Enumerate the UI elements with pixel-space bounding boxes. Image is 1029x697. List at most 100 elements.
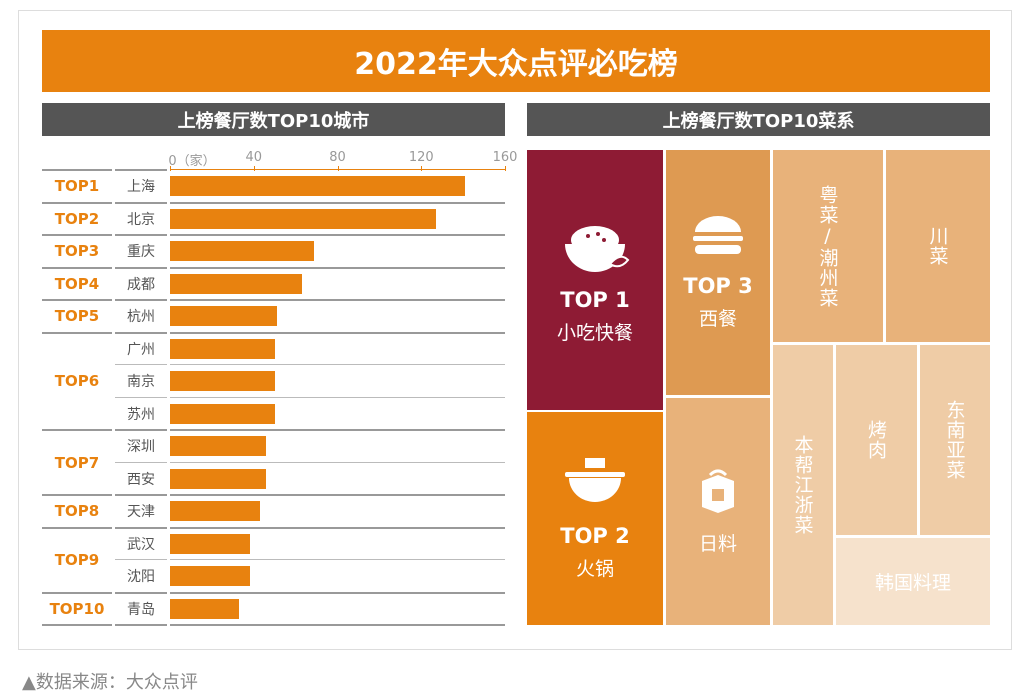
city-label: 沈阳: [127, 569, 155, 586]
infographic-frame: [18, 10, 1012, 650]
city-label: 成都: [127, 276, 155, 293]
group-divider: [42, 234, 112, 236]
rank-label: TOP7: [54, 453, 100, 472]
bar: [170, 598, 240, 619]
rank-label: TOP 3: [683, 274, 753, 298]
rank-label: TOP 2: [560, 524, 630, 548]
axis-tick-mark: [253, 166, 255, 171]
cuisine-name: 韩国料理: [874, 572, 951, 594]
axis-tick-label: 40: [245, 150, 263, 165]
row-divider: [170, 234, 505, 236]
row-divider: [170, 624, 505, 626]
axis-tick-mark: [170, 166, 171, 171]
row-divider: [170, 591, 505, 594]
group-divider: [42, 429, 112, 431]
row-divider: [115, 559, 167, 560]
rank-label: TOP5: [54, 307, 100, 326]
group-divider: [42, 591, 112, 594]
row-divider: [115, 299, 167, 301]
sushi-icon: [702, 469, 734, 513]
row-divider: [115, 461, 167, 463]
treemap-cell-sichuan: 川菜: [886, 150, 990, 342]
bar: [170, 468, 267, 489]
cuisine-name: 烤肉: [865, 420, 887, 460]
rank-label: TOP6: [54, 372, 100, 391]
axis-tick-label: 120: [408, 150, 434, 165]
axis-tick-label: 160: [492, 150, 518, 165]
bar: [170, 273, 302, 294]
axis-tick-mark: [337, 166, 339, 171]
bar: [170, 533, 250, 554]
axis-tick-label: 0（家）: [168, 154, 216, 169]
row-divider: [115, 266, 167, 269]
city-label: 青岛: [127, 601, 155, 618]
city-label: 上海: [127, 179, 155, 196]
rank-label: TOP9: [54, 551, 100, 569]
city-label: 天津: [127, 504, 155, 521]
hotpot-icon: [565, 458, 625, 502]
bar: [170, 371, 275, 391]
treemap-cell-jiangzhe: 本帮江浙菜: [773, 345, 833, 625]
bar: [170, 566, 250, 586]
treemap-cell-top3: TOP 3 西餐: [666, 150, 770, 395]
group-divider: [115, 169, 167, 171]
cuisine-name: 日料: [698, 533, 737, 555]
group-divider: [42, 201, 112, 204]
city-label: 广州: [127, 341, 155, 358]
row-divider: [115, 331, 167, 334]
city-label: 西安: [127, 471, 155, 488]
axis-tick-mark: [505, 166, 506, 171]
row-divider: [115, 429, 167, 431]
row-divider: [170, 526, 505, 529]
rank-label: TOP3: [54, 242, 100, 261]
city-label: 北京: [127, 211, 155, 228]
cuisine-name: 西餐: [698, 308, 737, 330]
bar: [170, 208, 436, 229]
city-chart-header: 上榜餐厅数TOP10城市: [42, 103, 505, 136]
treemap-cell-bbq: 烤肉: [836, 345, 917, 535]
source-note: ▲数据来源：大众点评: [22, 672, 198, 693]
rank-label: TOP4: [54, 274, 100, 293]
row-divider: [115, 591, 167, 594]
bar: [170, 436, 267, 456]
group-divider: [42, 266, 112, 269]
city-label: 杭州: [127, 309, 155, 326]
row-divider: [115, 624, 167, 626]
group-divider: [42, 526, 112, 529]
row-divider: [170, 461, 505, 463]
axis-tick-label: 80: [329, 150, 346, 165]
group-divider: [42, 494, 112, 496]
row-divider: [115, 364, 167, 365]
city-label: 重庆: [127, 244, 155, 261]
row-divider: [115, 201, 167, 204]
city-label: 武汉: [127, 536, 155, 553]
cuisine-name: 火锅: [575, 558, 614, 580]
city-label: 南京: [127, 374, 155, 391]
treemap-cell-japanese: 日料: [666, 398, 770, 625]
rank-label: TOP1: [54, 177, 100, 196]
rank-label: TOP2: [54, 209, 100, 228]
cuisine-name: 小吃快餐: [556, 321, 633, 344]
row-divider: [170, 266, 505, 269]
bar: [170, 176, 466, 196]
row-divider: [170, 494, 505, 496]
row-divider: [170, 429, 505, 431]
treemap-cell-southeast-asian: 东南亚菜: [920, 345, 990, 535]
row-divider: [170, 364, 505, 365]
row-divider: [170, 331, 505, 334]
treemap-cell-korean: 韩国料理: [836, 538, 990, 625]
axis-line: [170, 169, 505, 170]
group-divider: [42, 169, 112, 171]
rank-label: TOP8: [54, 502, 100, 521]
bar: [170, 241, 315, 261]
row-divider: [115, 526, 167, 529]
cuisine-name: 本帮江浙菜: [791, 435, 814, 535]
page-title: 2022年大众点评必吃榜: [42, 30, 990, 92]
cuisine-name: 粤菜/潮州菜: [816, 184, 839, 308]
treemap-cell-cantonese: 粤菜/潮州菜: [773, 150, 883, 342]
row-divider: [170, 559, 505, 560]
row-divider: [170, 201, 505, 204]
group-divider: [42, 624, 112, 626]
rice-bowl-icon: [565, 225, 630, 272]
city-label: 深圳: [127, 439, 155, 456]
